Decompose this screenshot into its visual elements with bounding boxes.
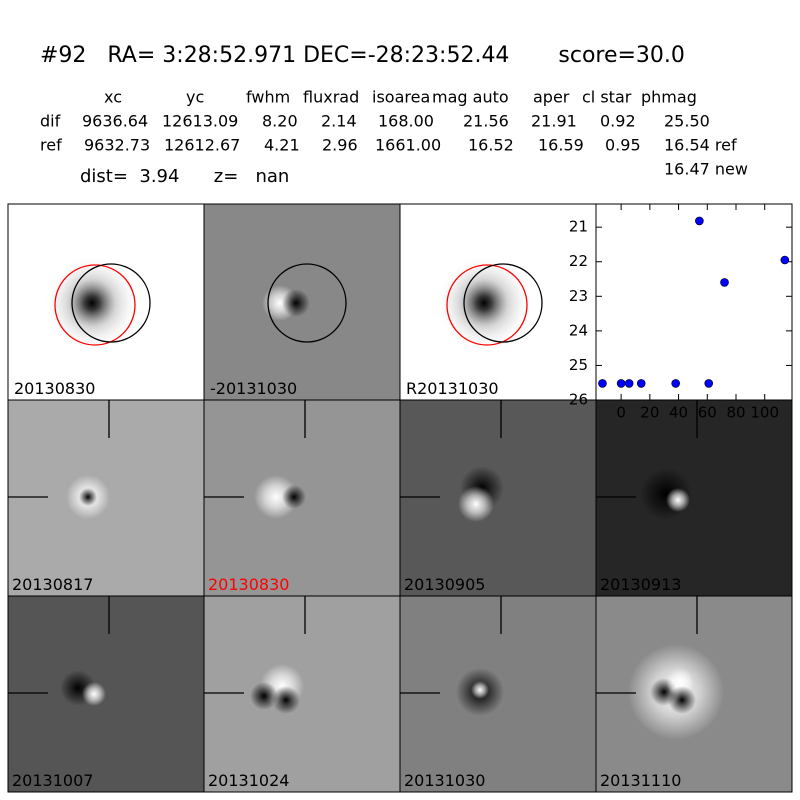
column-header: cl star [582, 88, 632, 107]
data-point [704, 379, 714, 388]
source-blob [282, 485, 306, 509]
data-point [636, 379, 646, 388]
column-header: yc [186, 88, 204, 107]
data-point [720, 278, 729, 287]
panel-label: 20130913 [600, 575, 681, 594]
row-label: ref [40, 136, 62, 155]
source-blob [471, 681, 489, 699]
table-cell: 12612.67 [164, 136, 240, 155]
plot-background [596, 204, 792, 400]
source-blob [44, 255, 140, 351]
data-point [616, 379, 626, 388]
aperture-circle [267, 263, 347, 343]
table-cell: 2.96 [322, 136, 358, 155]
table-cell: 16.54 ref [664, 136, 737, 155]
table-cell: 25.50 [664, 112, 710, 131]
source-blob [436, 255, 532, 351]
column-header: fluxrad [303, 88, 359, 107]
data-point [695, 216, 704, 226]
column-header: phmag [641, 88, 697, 107]
image-panel: 20130817 [7, 399, 205, 597]
source-blob [668, 686, 696, 714]
table-cell: 1661.00 [375, 136, 441, 155]
image-panel: 20131024 [203, 595, 401, 793]
table-cell: 9636.64 [82, 112, 148, 131]
image-panel: 20131007 [7, 595, 205, 793]
ref-circle [446, 264, 528, 346]
panel-frame [595, 595, 793, 793]
table-cell: 16.52 [468, 136, 514, 155]
table-cell: 168.00 [378, 112, 434, 131]
panel-label: 20131024 [208, 771, 289, 790]
image-panel: R20131030 [399, 203, 597, 401]
panel-label: 20130830 [14, 379, 95, 398]
column-header: fwhm [246, 88, 290, 107]
column-header: isoarea [372, 88, 430, 107]
data-point [671, 379, 680, 388]
table-cell: 16.59 [538, 136, 584, 155]
y-tick-label: 21 [569, 218, 588, 236]
y-tick-label: 26 [569, 391, 588, 409]
image-panel: 20130905 [399, 399, 597, 597]
panel-label: 20131110 [600, 771, 681, 790]
table-cell: 9632.73 [84, 136, 150, 155]
x-tick-label: 60 [698, 404, 717, 422]
table-cell: 2.14 [321, 112, 357, 131]
source-blob [82, 682, 106, 706]
panel-label: R20131030 [406, 379, 499, 398]
x-tick-label: 0 [616, 404, 626, 422]
column-header: aper [533, 88, 570, 107]
source-blob [666, 488, 690, 512]
source-blob [250, 682, 278, 710]
data-point [780, 255, 790, 265]
plot-frame [595, 203, 793, 401]
source-blob [79, 488, 97, 506]
y-tick-label: 23 [569, 287, 588, 305]
aperture-circle [463, 263, 543, 343]
row-label: dif [40, 112, 61, 131]
source-blob [272, 686, 300, 714]
panel-label: 20130905 [404, 575, 485, 594]
dist-line: dist= 3.94 z= nan [80, 166, 289, 187]
panel-image [596, 400, 792, 596]
panel-label: -20131030 [210, 379, 297, 398]
x-tick-label: 80 [726, 404, 745, 422]
title: #92 RA= 3:28:52.971 DEC=-28:23:52.44 sco… [40, 43, 685, 68]
column-header: xc [104, 88, 122, 107]
image-panel: 20130830 [7, 203, 205, 401]
table-cell: 4.21 [264, 136, 300, 155]
y-tick-label: 22 [569, 252, 588, 270]
image-panel: 20130830 [203, 399, 401, 597]
source-blob [282, 289, 310, 317]
aperture-circle [71, 263, 151, 343]
table-extra: 16.47 new [664, 160, 748, 179]
panel-label: 20130830 [208, 575, 289, 594]
panel-label: 20131030 [404, 771, 485, 790]
data-point [624, 379, 634, 388]
table-cell: 0.95 [605, 136, 641, 155]
image-panel: 20130913 [595, 399, 793, 597]
y-tick-label: 24 [569, 321, 588, 339]
table-cell: 12613.09 [162, 112, 238, 131]
ref-circle [54, 264, 136, 346]
table-cell: 0.92 [600, 112, 636, 131]
table-cell: 8.20 [262, 112, 298, 131]
x-tick-label: 40 [669, 404, 688, 422]
panel-label: 20130817 [12, 575, 93, 594]
panel-label: 20131007 [12, 771, 93, 790]
column-header: mag auto [432, 88, 509, 107]
y-tick-label: 25 [569, 356, 588, 374]
image-panel: -20131030 [203, 203, 401, 401]
table-cell: 21.56 [463, 112, 509, 131]
image-panel: 20131030 [399, 595, 597, 793]
image-panel: 20131110 [595, 595, 793, 793]
data-point [598, 379, 607, 388]
x-tick-label: 20 [640, 404, 659, 422]
x-tick-label: 100 [750, 404, 779, 422]
table-cell: 21.91 [531, 112, 577, 131]
source-blob [254, 475, 298, 519]
source-blob [458, 486, 494, 522]
